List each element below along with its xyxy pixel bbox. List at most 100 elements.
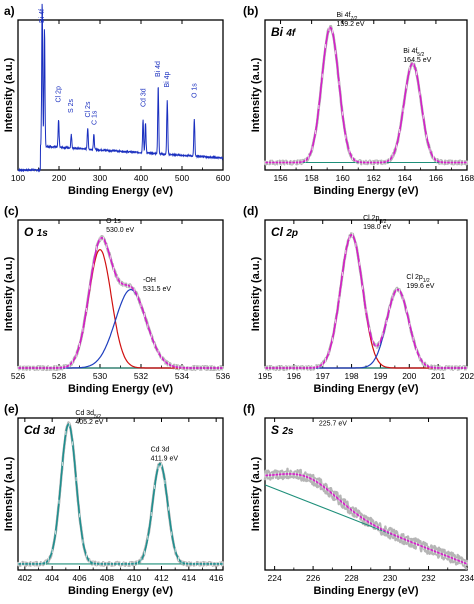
x-axis-label: Binding Energy (eV) [313, 383, 418, 395]
peak-value-1: 164.5 eV [403, 57, 431, 64]
peak-label-1: Cl 2p [56, 86, 63, 102]
panel-title: Bi 4f [271, 25, 297, 39]
fit-envelope-line [18, 422, 223, 565]
peak-label-0: Bi 4f7/2 [336, 12, 357, 22]
x-tick-label: 166 [429, 173, 443, 183]
peak-label-3: Cl 2s [85, 101, 92, 117]
x-tick-label: 416 [209, 573, 223, 583]
peak-label-1: Bi 4f5/2 [403, 48, 424, 58]
y-axis-label: Intensity (a.u.) [250, 256, 262, 331]
x-tick-label: 202 [460, 371, 474, 381]
raw-data-line [17, 422, 224, 567]
peak-label-8: O 1s [192, 83, 199, 98]
x-tick-label: 197 [316, 371, 330, 381]
x-axis-label: Binding Energy (eV) [313, 185, 418, 197]
peak-label-4: C 1s [91, 110, 98, 125]
panel-4: 402 404 406 408 410 412 414 416 Binding Energy (… [3, 402, 224, 597]
x-tick-label: 234 [460, 573, 474, 583]
panel-letter: (e) [4, 402, 19, 416]
x-tick-label: 232 [421, 573, 435, 583]
x-tick-label: 600 [216, 173, 230, 183]
x-axis-label: Binding Energy (eV) [313, 585, 418, 597]
x-tick-label: 164 [398, 173, 412, 183]
panel-letter: (c) [4, 204, 19, 218]
x-tick-label: 408 [100, 573, 114, 583]
fit-envelope-line [265, 26, 467, 164]
fit-envelope-line [18, 236, 223, 369]
panel-1: 156 158 160 162 164 166 168 Binding Energy (eV)… [243, 4, 474, 197]
panel-letter: (f) [243, 402, 255, 416]
peak-value-1: 199.6 eV [406, 283, 434, 290]
x-tick-label: 200 [52, 173, 66, 183]
panel-title: Cd 3d [24, 423, 56, 437]
x-tick-label: 526 [11, 371, 25, 381]
x-tick-label: 406 [72, 573, 86, 583]
peak-label-2: S 2s [68, 98, 75, 113]
fit-component-0 [265, 234, 467, 369]
peak-label-0: O 1s [106, 218, 121, 225]
fit-component-0 [18, 248, 223, 369]
x-tick-label: 536 [216, 371, 230, 381]
x-tick-label: 100 [11, 173, 25, 183]
x-tick-label: 201 [431, 371, 445, 381]
panel-5: 224 226 228 230 232 234 Binding Energy (eV) Int… [243, 402, 474, 597]
plot-frame [264, 417, 468, 571]
panel-title: S 2s [271, 423, 294, 437]
raw-data-line [264, 233, 468, 371]
peak-label-6: Bi 4d [155, 61, 162, 77]
peak-label-1: Cd 3d [151, 446, 170, 453]
x-axis-label: Binding Energy (eV) [68, 585, 173, 597]
peak-value-1: 411.9 eV [151, 455, 179, 462]
x-tick-label: 162 [367, 173, 381, 183]
x-tick-label: 199 [373, 371, 387, 381]
peak-value-0: 530.0 eV [106, 227, 134, 234]
peak-label-1: -OH [143, 277, 156, 284]
panel-title: O 1s [24, 225, 48, 239]
survey-spectrum-line [17, 3, 224, 173]
panel-letter: (b) [243, 4, 258, 18]
x-tick-label: 400 [134, 173, 148, 183]
panel-3: 195 196 197 198 199 200 201 202 Binding Energy (… [243, 204, 474, 395]
panel-title: Cl 2p [271, 225, 298, 239]
raw-data-line [16, 421, 224, 567]
panel-2: 526 528 530 532 534 536 Binding Energy (eV) Int… [3, 204, 230, 395]
x-axis-label: Binding Energy (eV) [68, 383, 173, 395]
y-axis-label: Intensity (a.u.) [3, 456, 15, 531]
peak-label-0: Cl 2p3/2 [363, 215, 387, 225]
panel-0: 100 200 300 400 500 600 Binding Energy (eV) Int… [3, 3, 230, 197]
x-tick-label: 196 [287, 371, 301, 381]
x-axis-label: Binding Energy (eV) [68, 185, 173, 197]
fit-component-1 [265, 288, 467, 369]
x-tick-label: 160 [336, 173, 350, 183]
x-tick-label: 412 [154, 573, 168, 583]
x-tick-label: 168 [460, 173, 474, 183]
x-tick-label: 528 [52, 371, 66, 381]
x-tick-label: 410 [127, 573, 141, 583]
panel-letter: a) [4, 4, 15, 18]
x-tick-label: 226 [306, 573, 320, 583]
peak-value-0: 405.2 eV [75, 419, 103, 426]
peak-label-5: Cd 3d [140, 88, 147, 107]
peak-value-0: 159.2 eV [336, 21, 364, 28]
x-tick-label: 230 [383, 573, 397, 583]
y-axis-label: Intensity (a.u.) [3, 57, 15, 132]
fit-envelope-line [265, 234, 467, 369]
x-tick-label: 402 [18, 573, 32, 583]
peak-label-0: 225.7 eV [319, 421, 347, 428]
x-tick-label: 198 [344, 371, 358, 381]
raw-data-line [17, 235, 224, 371]
x-tick-label: 228 [344, 573, 358, 583]
y-axis-label: Intensity (a.u.) [3, 256, 15, 331]
y-axis-label: Intensity (a.u.) [250, 456, 262, 531]
x-tick-label: 200 [402, 371, 416, 381]
peak-label-0: Bi 4f [39, 9, 46, 23]
raw-data-line [263, 25, 468, 166]
x-tick-label: 414 [182, 573, 196, 583]
x-tick-label: 530 [93, 371, 107, 381]
x-tick-label: 300 [93, 173, 107, 183]
plot-frame [264, 219, 468, 369]
peak-value-0: 198.0 eV [363, 224, 391, 231]
x-tick-label: 156 [273, 173, 287, 183]
plot-frame [264, 19, 468, 171]
